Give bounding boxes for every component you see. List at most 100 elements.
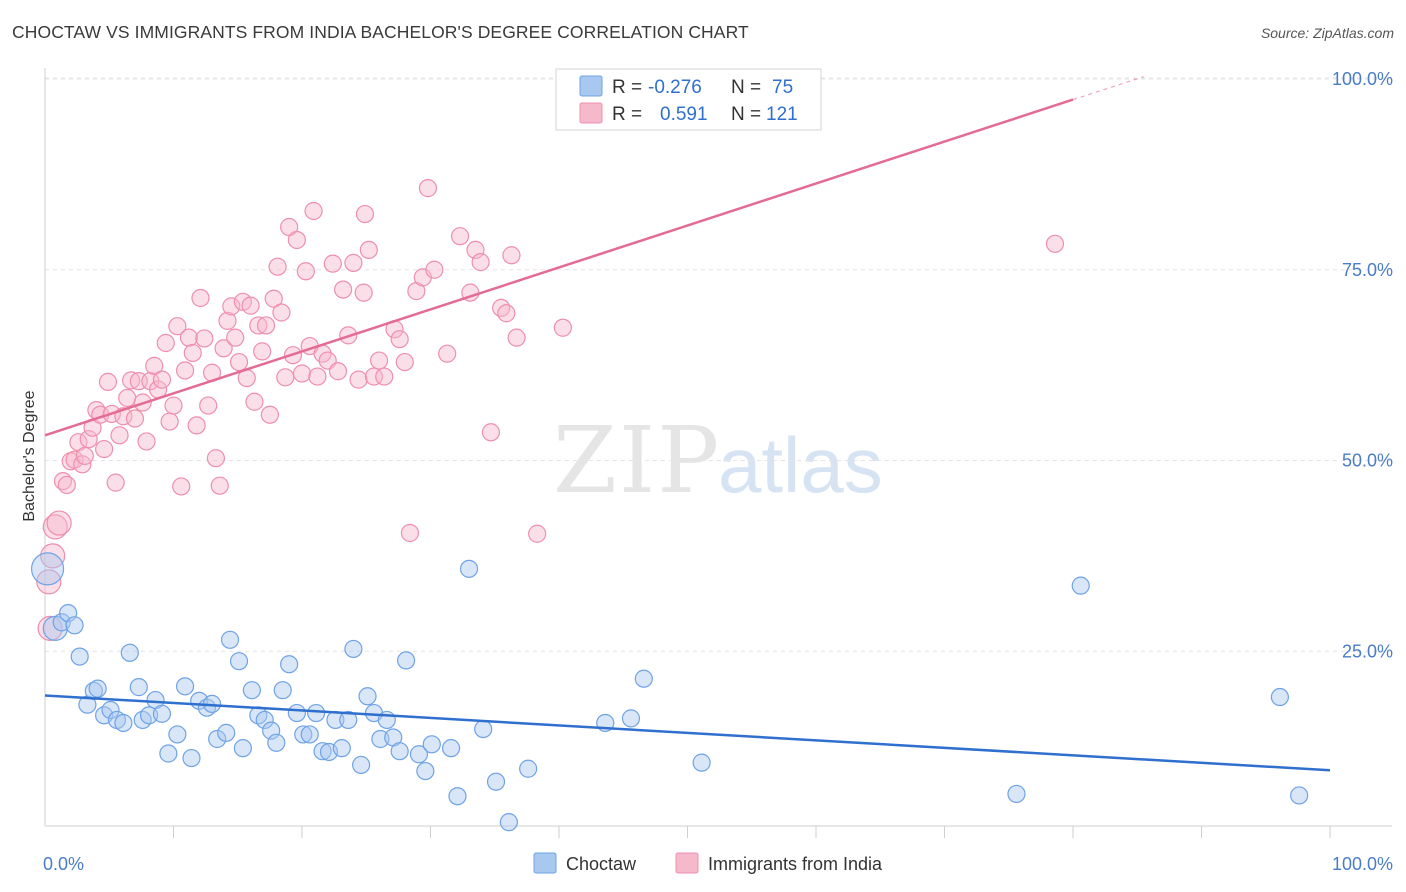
choctaw-point-28 [220,630,240,649]
india-point-33 [160,412,179,431]
india-point-16 [95,439,114,459]
choctaw-point-35 [267,733,286,752]
india-point-40 [187,416,206,435]
india-point-17 [98,372,118,392]
choctaw-point-45 [332,739,351,758]
choctaw-point-59 [441,739,461,758]
india-point-4 [46,510,72,536]
watermark-zip: ZIP [553,407,721,514]
legend-top: R = -0.276 N = 75 R = 0.591 N = 121 [555,68,822,131]
india-point-75 [328,362,348,381]
india-point-79 [349,370,368,389]
choctaw-point-40 [300,725,319,744]
india-trend-extension [1072,76,1144,101]
choctaw-trend-line [44,694,1331,772]
source-credit: Source: ZipAtlas.com [1260,25,1394,41]
x-tick-labels: 0.0% 100.0% [43,854,1393,874]
india-point-63 [276,368,295,387]
india-point-62 [272,303,291,322]
india-point-50 [226,328,245,347]
india-point-55 [245,392,264,411]
india-point-47 [214,339,233,358]
india-point-59 [260,405,279,424]
choctaw-point-5 [70,647,89,666]
choctaw-point-18 [152,704,172,723]
india-point-88 [395,352,414,372]
choctaw-point-55 [396,651,416,670]
y-tick-label-3: 100.0% [1332,69,1393,89]
bottom-legend-swatch-india [675,852,699,874]
choctaw-point-26 [208,729,227,749]
legend-n-label-india: N = [731,104,761,125]
choctaw-point-67 [621,709,641,728]
india-point-31 [152,370,172,389]
india-point-66 [287,230,306,250]
choctaw-point-8 [88,679,107,698]
india-point-29 [145,356,164,375]
choctaw-point-56 [409,745,429,764]
india-point-83 [364,367,384,386]
india-point-104 [528,524,547,543]
trend-lines [44,76,1331,772]
choctaw-point-70 [1007,784,1026,804]
india-point-43 [199,396,218,415]
watermark-atlas: atlas [718,421,883,509]
y-tick-labels: 25.0% 50.0% 75.0% 100.0% [1332,69,1393,661]
india-point-85 [375,367,394,386]
india-point-54 [241,296,260,315]
choctaw-point-20 [168,725,187,744]
choctaw-point-39 [294,725,313,744]
choctaw-point-27 [217,723,236,742]
y-tick-label-2: 75.0% [1342,260,1393,280]
india-point-80 [354,283,373,302]
bottom-legend-label-india: Immigrants from India [708,854,883,874]
choctaw-point-21 [175,677,195,696]
legend-r-label-india: R = [612,104,642,125]
india-point-32 [156,333,175,353]
india-point-34 [164,396,183,415]
chart-title: CHOCTAW VS IMMIGRANTS FROM INDIA BACHELO… [12,22,749,42]
choctaw-point-38 [287,703,306,723]
choctaw-point-37 [280,655,299,674]
choctaw-point-14 [129,678,148,697]
india-point-46 [210,476,229,495]
india-point-61 [268,257,287,276]
choctaw-point-19 [159,744,178,763]
india-point-23 [121,371,141,390]
india-point-2 [40,543,66,569]
india-point-102 [502,246,521,265]
choctaw-point-49 [358,687,377,706]
india-point-106 [1045,234,1065,253]
choctaw-point-12 [114,713,133,733]
india-point-98 [471,253,490,272]
watermark: ZIP atlas [553,407,883,514]
india-point-27 [137,432,156,451]
india-point-22 [118,388,137,408]
choctaw-point-57 [416,761,435,781]
x-tick-label-min: 0.0% [43,854,84,874]
india-point-71 [308,367,327,386]
india-point-12 [79,430,98,449]
legend-swatch-choctaw [579,75,603,97]
choctaw-point-41 [307,703,326,723]
y-tick-label-1: 50.0% [1342,451,1393,471]
choctaw-point-4 [65,616,84,635]
india-point-74 [323,254,342,273]
india-point-39 [183,343,202,363]
legend-r-label-choctaw: R = [612,77,642,98]
legend-n-value-india: 121 [766,104,798,125]
india-point-11 [75,446,94,466]
bottom-legend-label-choctaw: Choctaw [566,854,637,874]
india-point-1 [37,615,63,641]
india-point-24 [125,409,145,428]
india-point-87 [390,330,409,349]
india-point-41 [191,288,210,308]
india-point-67 [292,364,312,383]
india-point-78 [344,253,363,272]
india-point-105 [553,318,572,337]
india-point-0 [36,569,62,595]
choctaw-point-58 [422,735,441,754]
choctaw-point-63 [486,772,506,791]
india-point-94 [438,344,457,363]
